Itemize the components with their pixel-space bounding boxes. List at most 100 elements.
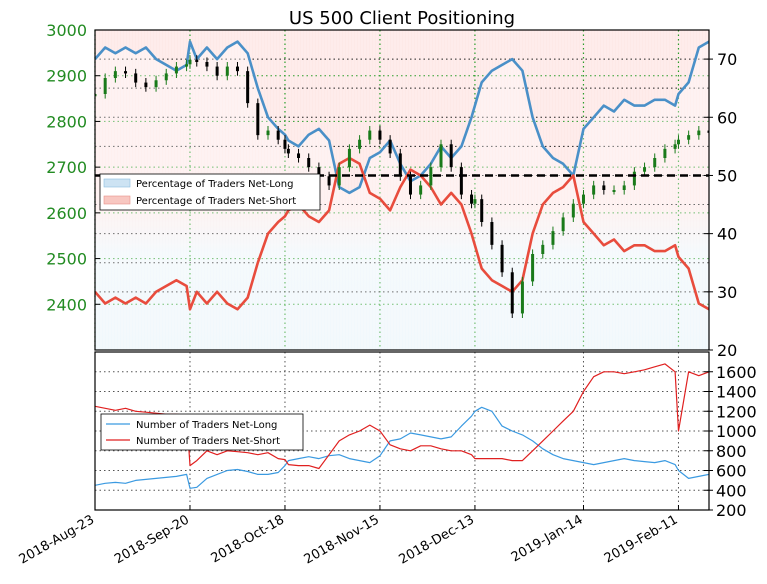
price-candle-body	[358, 139, 362, 149]
left-axis-tick-label: 2600	[46, 204, 87, 223]
price-candle-body	[622, 185, 626, 190]
price-candle-body	[561, 217, 565, 232]
bottom-right-axis-tick-label: 200	[716, 501, 747, 520]
price-candle-body	[449, 144, 453, 168]
bottom-right-axis-tick-label: 1600	[716, 363, 757, 382]
top-panel-frame	[94, 29, 710, 351]
price-candle-body	[154, 80, 158, 88]
price-candle-body	[697, 130, 701, 136]
price-candle-body	[215, 66, 219, 76]
right-axis-tick-label: 50	[717, 166, 737, 185]
price-candle-body	[185, 64, 189, 67]
price-candle-body	[307, 158, 311, 168]
legend-label-count-long: Number of Traders Net-Long	[136, 420, 277, 431]
price-candle-body	[490, 222, 494, 245]
right-axis-tick-label: 30	[717, 283, 737, 302]
price-candle-body	[256, 103, 260, 136]
price-candle-body	[398, 153, 402, 177]
top-legend-box	[99, 173, 321, 211]
price-candle-body	[337, 167, 341, 186]
left-axis-tick-label: 2800	[46, 112, 87, 131]
x-axis-tick-label: 2018-Dec-13	[397, 512, 477, 567]
price-candle-body	[643, 167, 647, 172]
net-short-pct-line	[95, 156, 709, 311]
right-axis: 20 30 40 50 60 70	[704, 50, 737, 360]
price-candle-body	[520, 281, 524, 314]
price-candle-body	[103, 78, 107, 94]
price-candle-body	[174, 66, 178, 74]
price-candle-body	[470, 194, 474, 204]
price-candle-body	[653, 158, 657, 168]
bottom-right-axis-tick-label: 1200	[716, 402, 757, 421]
top-legend: Percentage of Traders Net-Long Percentag…	[99, 173, 321, 211]
price-candle-body	[246, 71, 250, 104]
right-axis-tick-label: 70	[717, 50, 737, 69]
price-candle-body	[188, 59, 192, 65]
price-candles	[95, 55, 709, 318]
price-candle-body	[602, 185, 606, 190]
right-axis-tick-label: 60	[717, 108, 737, 127]
x-axis-tick-label: 2018-Aug-23	[17, 512, 97, 567]
price-candle-body	[235, 66, 239, 72]
x-axis-tick-label: 2018-Sep-20	[112, 512, 192, 567]
price-candle-body	[124, 71, 128, 74]
price-candle-body	[286, 148, 290, 154]
price-candle-body	[205, 62, 209, 67]
price-candle-body	[571, 203, 575, 218]
bottom-right-axis-tick-label: 600	[716, 462, 747, 481]
price-candle-body	[297, 153, 301, 158]
bottom-right-axis-tick-label: 1400	[716, 383, 757, 402]
x-axis-tick-label: 2018-Nov-15	[302, 512, 382, 567]
bottom-right-axis-tick-label: 1000	[716, 422, 757, 441]
price-candle-body	[388, 139, 392, 154]
price-candle-body	[663, 148, 667, 158]
right-axis-tick-label: 40	[717, 225, 737, 244]
price-candle-body	[707, 130, 709, 133]
price-candle-body	[531, 254, 535, 282]
price-candle-body	[459, 167, 463, 195]
left-axis-tick-label: 2500	[46, 250, 87, 269]
price-candle-body	[144, 82, 148, 88]
x-axis-tick-label: 2019-Jan-14	[509, 512, 586, 565]
count-net-long-line	[95, 406, 709, 489]
price-candle-body	[283, 139, 287, 149]
x-axis: 2018-Aug-23 2018-Sep-20 2018-Oct-18 2018-No…	[17, 505, 681, 568]
price-candle-body	[347, 148, 351, 168]
legend-label-net-short: Percentage of Traders Net-Short	[136, 196, 296, 207]
x-axis-tick-label: 2019-Feb-11	[602, 512, 681, 566]
left-axis-tick-label: 2900	[46, 67, 87, 86]
bottom-panel-lines	[95, 363, 709, 489]
price-candle-body	[480, 199, 484, 222]
legend-label-net-long: Percentage of Traders Net-Long	[136, 179, 294, 190]
legend-swatch-net-short	[103, 195, 131, 205]
price-candle-body	[473, 199, 477, 204]
price-candle-body	[164, 73, 168, 81]
price-candle-body	[439, 144, 443, 168]
price-candle-body	[266, 130, 270, 136]
left-axis: 2400 2500 2600 2700 2800 2900 3000	[46, 21, 100, 314]
price-candle-body	[612, 190, 616, 192]
price-candle-body	[378, 130, 382, 140]
price-candle-body	[368, 130, 372, 140]
price-candle-body	[276, 130, 280, 140]
price-candle-body	[541, 244, 545, 254]
price-candle-body	[429, 167, 433, 186]
top-panel: 2400 2500 2600 2700 2800 2900 3000 20 30 40 50 60 7…	[46, 21, 737, 360]
price-candle-body	[673, 144, 677, 149]
bottom-right-axis-tick-label: 800	[716, 442, 747, 461]
bottom-legend-box	[100, 413, 304, 451]
price-candle-body	[195, 59, 199, 62]
left-axis-tick-label: 2400	[46, 295, 87, 314]
price-candle-body	[500, 244, 504, 273]
price-candle-body	[317, 167, 321, 177]
price-candle-body	[419, 185, 423, 195]
price-candle-body	[510, 272, 514, 314]
legend-swatch-net-long	[103, 178, 131, 188]
price-candle-body	[592, 185, 596, 195]
chart-title: US 500 Client Positioning	[289, 8, 515, 29]
price-candle-body	[687, 135, 691, 140]
price-candle-body	[676, 139, 680, 145]
x-axis-tick-label: 2018-Oct-18	[209, 512, 287, 566]
